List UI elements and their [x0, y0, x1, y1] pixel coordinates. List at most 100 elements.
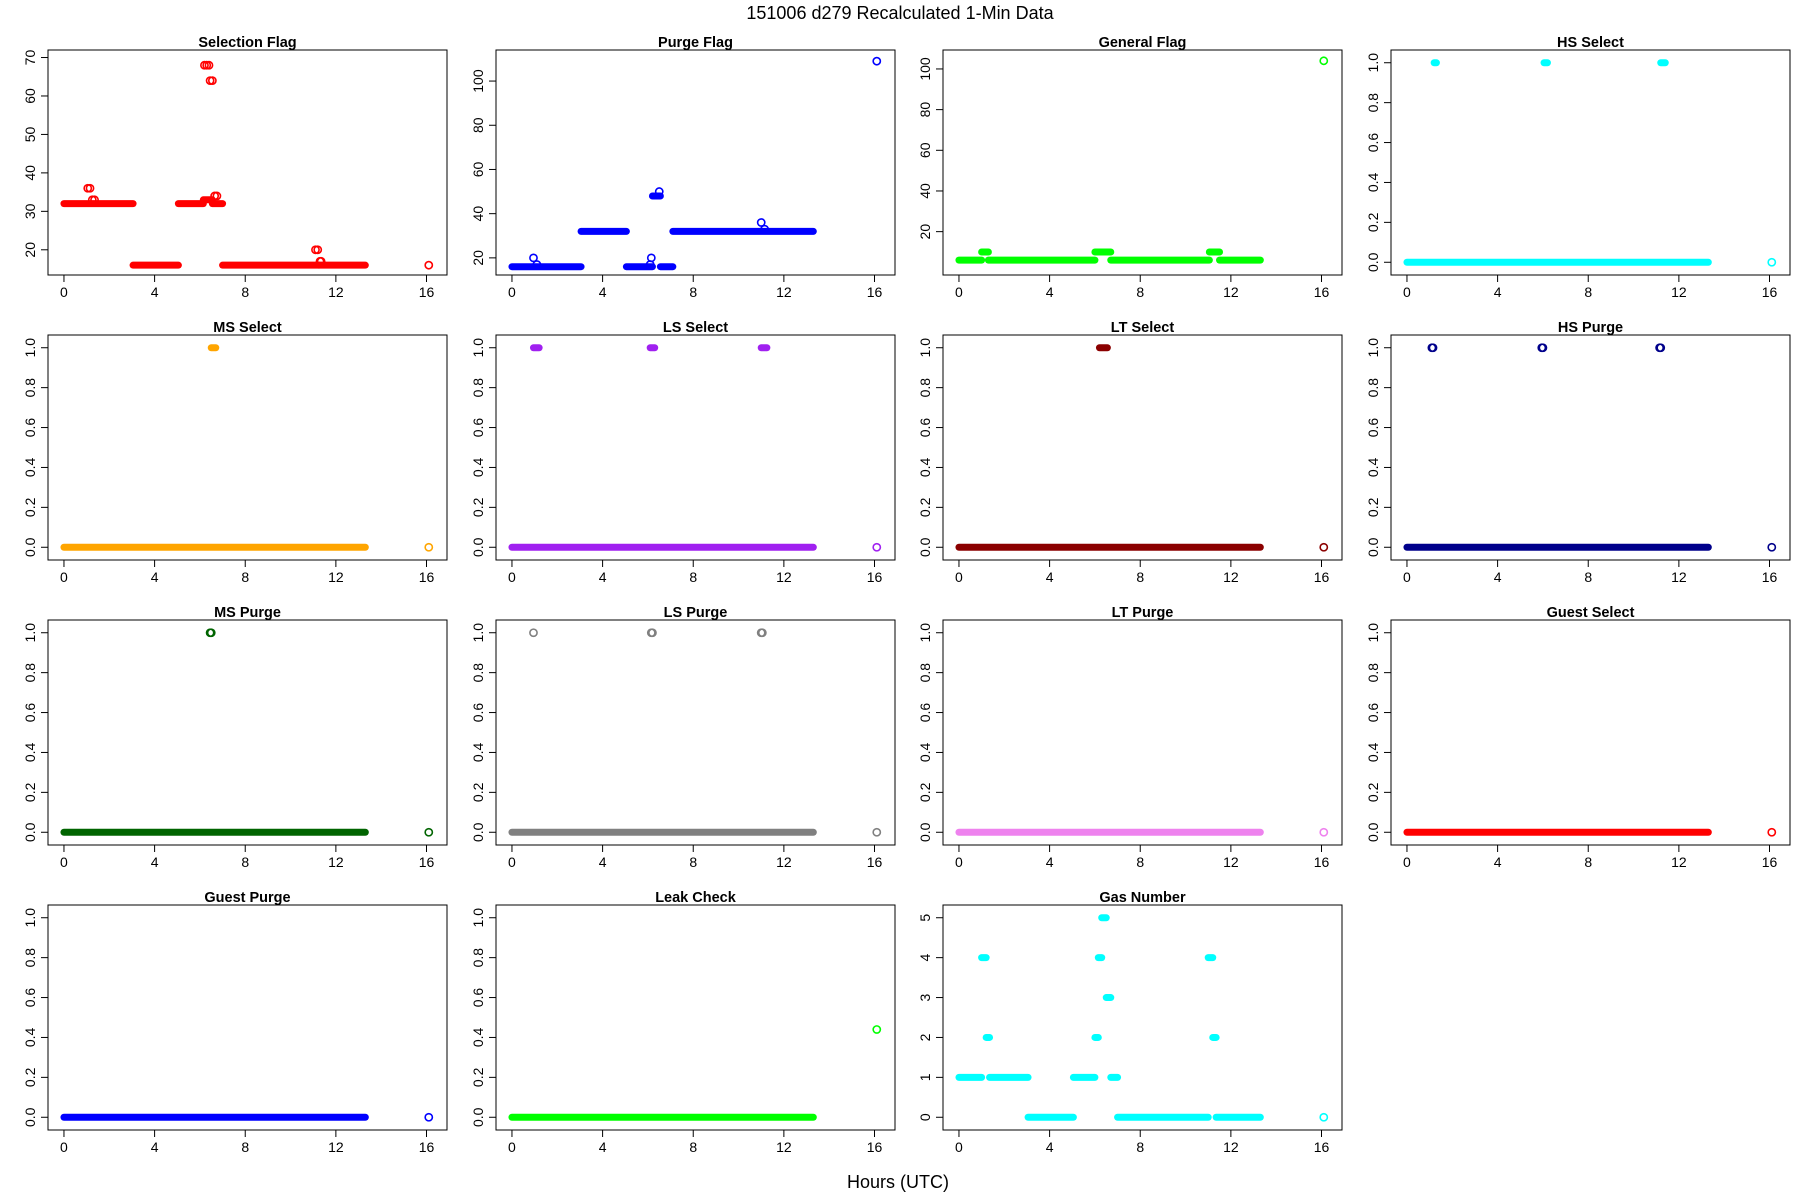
y-tick-label: 0.8: [22, 663, 38, 683]
data-point: [872, 827, 882, 837]
y-tick-label: 0.0: [917, 822, 933, 842]
data-point: [90, 195, 99, 205]
plot-frame: [1390, 619, 1791, 846]
y-tick-label: 1.0: [470, 338, 486, 358]
plot-frame: [47, 904, 448, 1131]
x-tick-label: 0: [1403, 569, 1411, 585]
x-tick-label: 12: [1223, 1139, 1239, 1155]
y-tick-label: 0.8: [917, 663, 933, 683]
y-tick-label: 0.4: [1365, 458, 1381, 478]
y-tick-label: 0.4: [22, 1028, 38, 1048]
y-tick-label: 0.2: [470, 1067, 486, 1087]
y-tick-label: 1.0: [917, 338, 933, 358]
panel-hs-purge: HS Purge 0 4 8 12 16 0.0 0.2 0.4 0.6 0.8 1.0: [1365, 320, 1791, 585]
x-tick-label: 8: [241, 854, 249, 870]
y-tick-label: 0.0: [22, 1107, 38, 1127]
y-tick-label: 1.0: [1365, 338, 1381, 358]
data-point: [313, 245, 323, 255]
x-tick-label: 4: [151, 854, 159, 870]
y-tick-label: 0.0: [1365, 252, 1381, 272]
y-tick-label: 0.0: [22, 822, 38, 842]
x-tick-label: 16: [1314, 1139, 1330, 1155]
panel-title: Guest Select: [1547, 605, 1635, 621]
x-tick-label: 8: [689, 854, 697, 870]
y-tick-label: 70: [22, 50, 38, 66]
data-point: [654, 187, 664, 196]
x-tick-label: 12: [328, 284, 344, 300]
x-tick-label: 16: [1314, 569, 1330, 585]
y-tick-label: 0.0: [1365, 822, 1381, 842]
data-point: [1319, 827, 1329, 837]
plot-frame: [47, 619, 448, 846]
y-tick-label: 0.0: [22, 537, 38, 557]
y-tick-label: 1.0: [22, 908, 38, 928]
y-tick-label: 0.8: [470, 948, 486, 968]
y-tick-label: 20: [22, 242, 38, 258]
panel-title: LS Select: [663, 320, 728, 336]
panel-ms-purge: MS Purge 0 4 8 12 16 0.0 0.2 0.4 0.6 0.8 1.0: [22, 605, 448, 870]
y-tick-label: 0.4: [470, 458, 486, 478]
y-tick-label: 0.6: [917, 703, 933, 723]
y-tick-label: 0.2: [22, 782, 38, 802]
x-tick-label: 8: [1136, 854, 1144, 870]
panel-ms-select: MS Select 0 4 8 12 16 0.0 0.2 0.4 0.6 0.8 1.0: [22, 320, 448, 585]
y-tick-label: 1.0: [1365, 623, 1381, 643]
y-tick-label: 0.8: [470, 663, 486, 683]
y-tick-label: 0.2: [1365, 212, 1381, 232]
x-tick-label: 8: [1584, 854, 1592, 870]
panel-title: Leak Check: [655, 890, 737, 906]
x-tick-label: 8: [689, 1139, 697, 1155]
data-point: [872, 56, 882, 66]
data-point: [1767, 542, 1777, 552]
x-tick-label: 16: [419, 569, 435, 585]
data-point: [206, 628, 216, 638]
panel-guest-purge: Guest Purge 0 4 8 12 16 0.0 0.2 0.4 0.6 0.8 1.0: [22, 890, 448, 1155]
y-tick-label: 1.0: [470, 623, 486, 643]
y-tick-label: 1.0: [22, 338, 38, 358]
x-tick-label: 16: [867, 854, 883, 870]
x-tick-label: 0: [508, 1139, 516, 1155]
panel-title: Gas Number: [1099, 890, 1186, 906]
panel-ls-purge: LS Purge 0 4 8 12 16 0.0 0.2 0.4 0.6 0.8 1.0: [470, 605, 896, 870]
y-tick-label: 0.8: [1365, 378, 1381, 398]
y-tick-label: 40: [470, 206, 486, 222]
data-point: [529, 628, 538, 638]
data-point: [532, 260, 542, 269]
data-point: [212, 191, 222, 201]
x-tick-label: 0: [955, 284, 963, 300]
data-point: [1656, 343, 1666, 353]
x-tick-label: 4: [151, 1139, 159, 1155]
x-tick-label: 12: [1223, 569, 1239, 585]
y-tick-label: 0.6: [1365, 703, 1381, 723]
x-tick-label: 16: [1762, 284, 1778, 300]
x-tick-label: 0: [955, 569, 963, 585]
y-tick-label: 1.0: [1365, 53, 1381, 73]
data-point: [207, 76, 217, 85]
y-tick-label: 0.8: [1365, 93, 1381, 113]
data-point: [1428, 343, 1438, 353]
x-tick-label: 4: [1046, 284, 1054, 300]
data-point: [424, 260, 434, 270]
x-tick-label: 8: [1136, 284, 1144, 300]
x-tick-label: 4: [599, 854, 607, 870]
panel-title: Guest Purge: [204, 890, 290, 906]
y-tick-label: 3: [917, 993, 933, 1001]
panel-title: Selection Flag: [198, 35, 296, 51]
data-point: [424, 542, 434, 552]
plot-frame: [1390, 49, 1791, 276]
data-point: [1538, 343, 1548, 353]
panel-title: LT Purge: [1112, 605, 1174, 621]
x-tick-label: 12: [1223, 284, 1239, 300]
y-tick-label: 50: [22, 126, 38, 142]
x-tick-label: 16: [1314, 284, 1330, 300]
data-point: [529, 253, 538, 263]
y-tick-label: 0.6: [1365, 133, 1381, 153]
x-tick-label: 0: [508, 854, 516, 870]
panel-leak-check: Leak Check 0 4 8 12 16 0.0 0.2 0.4 0.6 0.8 1.0: [470, 890, 896, 1155]
y-tick-label: 60: [470, 161, 486, 177]
plot-frame: [495, 619, 896, 846]
x-tick-label: 16: [419, 854, 435, 870]
